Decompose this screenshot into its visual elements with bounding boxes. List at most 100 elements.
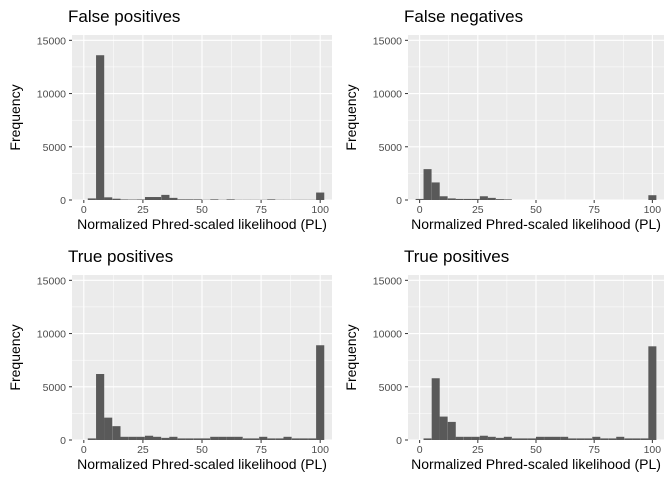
histogram-bar bbox=[178, 199, 186, 200]
histogram-bar bbox=[424, 169, 432, 200]
x-tick-label: 100 bbox=[311, 444, 329, 456]
histogram-bar bbox=[275, 438, 283, 440]
x-tick-label: 50 bbox=[196, 204, 208, 216]
y-tick-label: 5000 bbox=[379, 382, 403, 394]
histogram-bar bbox=[496, 199, 504, 200]
y-tick-label: 15000 bbox=[37, 275, 66, 287]
histogram-bar bbox=[648, 346, 656, 440]
histogram-bar bbox=[129, 437, 137, 440]
y-tick-label: 0 bbox=[396, 435, 402, 447]
histogram-bar bbox=[456, 199, 464, 200]
histogram-bar bbox=[576, 438, 584, 440]
x-tick-label: 25 bbox=[472, 204, 484, 216]
x-tick-label: 75 bbox=[255, 444, 267, 456]
x-axis-label: Normalized Phred-scaled likelihood (PL) bbox=[411, 216, 661, 232]
histogram-bar bbox=[202, 438, 210, 440]
histogram-bar bbox=[283, 437, 291, 440]
histogram-bar bbox=[504, 437, 512, 440]
histogram-bar bbox=[432, 378, 440, 440]
histogram-bar bbox=[552, 437, 560, 440]
y-tick-label: 5000 bbox=[43, 142, 67, 154]
histogram-bar bbox=[416, 199, 424, 200]
histogram-bar bbox=[267, 438, 275, 440]
panel-title: False positives bbox=[68, 7, 180, 26]
y-tick-label: 10000 bbox=[37, 89, 66, 101]
histogram-bar bbox=[624, 438, 632, 440]
histogram-bar bbox=[210, 437, 218, 440]
histogram-bar bbox=[440, 417, 448, 440]
histogram-bar bbox=[227, 437, 235, 440]
histogram-bar bbox=[194, 199, 202, 200]
y-tick-label: 10000 bbox=[373, 89, 402, 101]
y-tick-label: 15000 bbox=[373, 35, 402, 47]
histogram-bar bbox=[528, 438, 536, 440]
histogram-bar bbox=[432, 182, 440, 200]
histogram-bar bbox=[448, 422, 456, 440]
histogram-bar bbox=[592, 437, 600, 440]
y-tick-label: 10000 bbox=[373, 329, 402, 341]
histogram-bar bbox=[137, 437, 145, 440]
histogram-bar bbox=[145, 436, 153, 440]
histogram-bar bbox=[440, 196, 448, 200]
histogram-bar bbox=[292, 438, 300, 440]
x-axis-label: Normalized Phred-scaled likelihood (PL) bbox=[77, 456, 327, 472]
histogram-bar bbox=[544, 437, 552, 440]
histogram-bar bbox=[472, 437, 480, 440]
y-axis-label: Frequency bbox=[7, 324, 23, 390]
x-tick-label: 0 bbox=[81, 204, 87, 216]
y-axis-label: Frequency bbox=[7, 84, 23, 150]
x-tick-label: 0 bbox=[81, 444, 87, 456]
histogram-bar bbox=[480, 196, 488, 200]
histogram-bar bbox=[186, 199, 194, 200]
x-tick-label: 0 bbox=[417, 444, 423, 456]
histogram-bar bbox=[496, 438, 504, 440]
panel-title: False negatives bbox=[404, 7, 523, 26]
histogram-bar bbox=[560, 437, 568, 440]
histogram-bar bbox=[112, 426, 120, 440]
x-tick-label: 100 bbox=[644, 444, 662, 456]
histogram-bar bbox=[512, 438, 520, 440]
histogram-bar bbox=[480, 436, 488, 440]
histogram-bar bbox=[648, 195, 656, 200]
y-tick-label: 0 bbox=[396, 195, 402, 207]
x-tick-label: 25 bbox=[137, 444, 149, 456]
histogram-bar bbox=[218, 437, 226, 440]
histogram-bar bbox=[464, 199, 472, 200]
histogram-bar bbox=[112, 199, 120, 200]
histogram-bar bbox=[161, 438, 169, 440]
histogram-bar bbox=[194, 438, 202, 440]
histogram-bar bbox=[259, 437, 267, 440]
y-tick-label: 15000 bbox=[37, 35, 66, 47]
y-tick-label: 5000 bbox=[43, 382, 67, 394]
histogram-bar bbox=[88, 438, 96, 440]
y-tick-label: 0 bbox=[60, 195, 66, 207]
x-tick-label: 75 bbox=[255, 204, 267, 216]
y-tick-label: 5000 bbox=[379, 142, 403, 154]
x-axis-label: Normalized Phred-scaled likelihood (PL) bbox=[411, 456, 661, 472]
histogram-bar bbox=[488, 437, 496, 440]
histogram-bar bbox=[169, 198, 177, 200]
histogram-bar bbox=[186, 438, 194, 440]
histogram-bar bbox=[464, 437, 472, 440]
histogram-bar bbox=[536, 437, 544, 440]
histogram-bar bbox=[235, 437, 243, 440]
histogram-bar bbox=[456, 437, 464, 440]
histogram-bar bbox=[520, 438, 528, 440]
histogram-bar bbox=[488, 198, 496, 200]
histogram-bar bbox=[316, 193, 324, 200]
histogram-bar bbox=[600, 438, 608, 440]
histogram-bar bbox=[137, 199, 145, 200]
y-tick-label: 0 bbox=[60, 435, 66, 447]
histogram-bar bbox=[88, 198, 96, 200]
histogram-bar bbox=[120, 199, 128, 200]
histogram-bar bbox=[145, 197, 153, 200]
x-tick-label: 100 bbox=[644, 204, 662, 216]
histogram-bar bbox=[227, 199, 235, 200]
histogram-bar bbox=[243, 438, 251, 440]
y-tick-label: 15000 bbox=[373, 275, 402, 287]
histogram-bar bbox=[316, 345, 324, 440]
x-tick-label: 75 bbox=[588, 204, 600, 216]
y-axis-label: Frequency bbox=[343, 84, 359, 150]
